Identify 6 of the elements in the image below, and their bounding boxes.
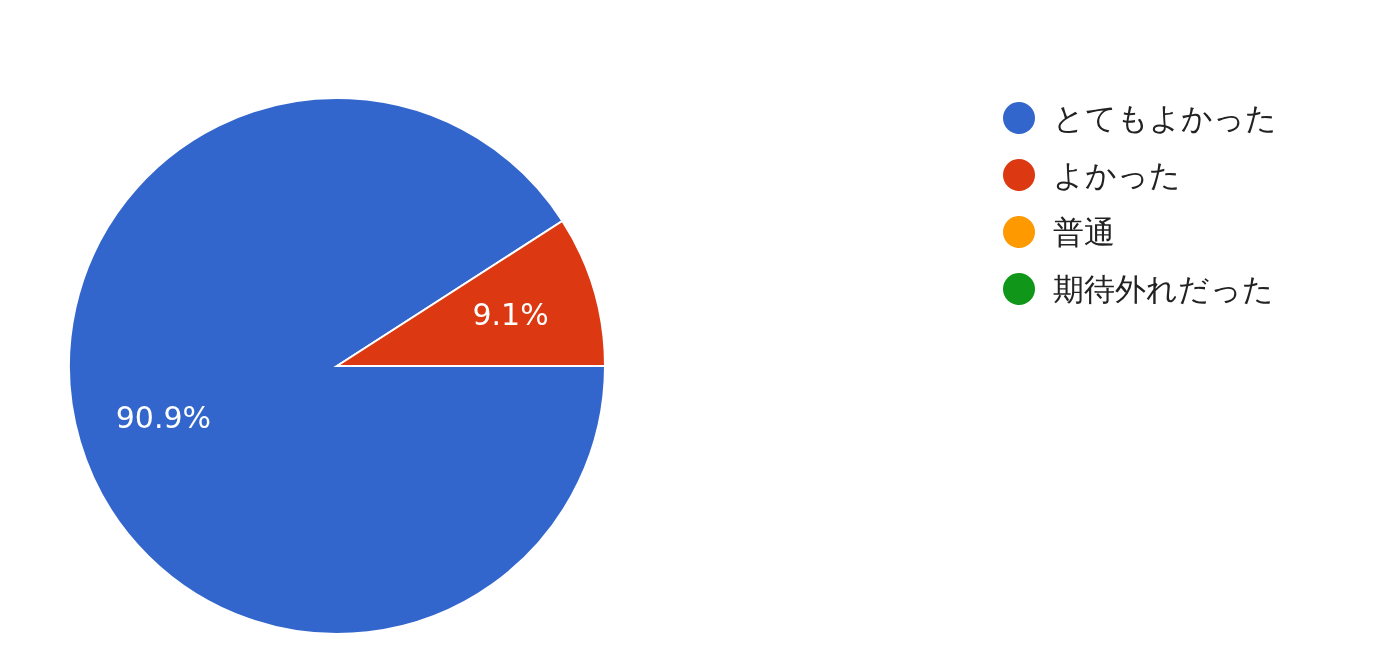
legend-label: とてもよかった	[1053, 100, 1277, 136]
legend-label: 普通	[1053, 214, 1115, 250]
data-label: 90.9%	[115, 399, 212, 435]
data-label: 9.1%	[472, 297, 549, 333]
legend-label: 期待外れだった	[1053, 271, 1274, 307]
legend-label: よかった	[1053, 157, 1181, 193]
